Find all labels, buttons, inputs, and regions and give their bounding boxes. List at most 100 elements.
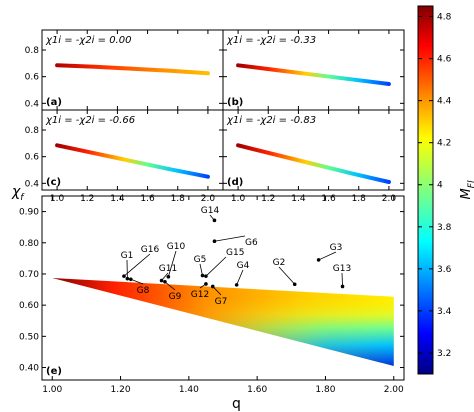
colorbar-tick-label: 3.2 bbox=[437, 349, 451, 359]
point-label: G4 bbox=[237, 261, 250, 271]
leader-line bbox=[212, 286, 222, 296]
point-g10: G10 bbox=[166, 242, 185, 279]
point-g14: G14 bbox=[201, 206, 220, 223]
leader-line bbox=[318, 251, 337, 261]
region-cool-fill bbox=[52, 278, 394, 366]
point-g16: G16 bbox=[122, 245, 159, 278]
panel-title: χ1i = -χ2i = -0.66 bbox=[45, 115, 135, 126]
point-g11: G11 bbox=[159, 264, 177, 283]
x-tick-label: 1.80 bbox=[315, 385, 335, 395]
data-point bbox=[128, 277, 133, 282]
point-label: G7 bbox=[215, 297, 228, 307]
panel-letter: (a) bbox=[46, 97, 62, 108]
colorbar: 3.2 3.4 3.6 3.8 4 4.2 4.4 4.6 4.8 MFl bbox=[417, 5, 474, 375]
x-tick-label: 1.00 bbox=[42, 385, 62, 395]
point-label: G5 bbox=[194, 255, 207, 265]
y-tick-label: 0.80 bbox=[19, 239, 39, 249]
x-tick-label: 1.0 bbox=[50, 194, 65, 204]
data-point bbox=[340, 284, 345, 289]
leader-line bbox=[205, 256, 227, 277]
data-point bbox=[292, 282, 297, 287]
x-tick-label: 1.8 bbox=[352, 194, 367, 204]
point-g7: G7 bbox=[210, 284, 228, 307]
panel-frame bbox=[41, 195, 405, 381]
panel-b: χ1i = -χ2i = -0.33 (b) bbox=[222, 29, 405, 111]
x-tick-label: 1.4 bbox=[110, 194, 125, 204]
y-tick-label: 0.6 bbox=[25, 73, 40, 83]
data-point bbox=[234, 283, 239, 287]
y-axis-title-sub: f bbox=[20, 193, 25, 203]
leader-line bbox=[214, 235, 246, 242]
point-g15: G15 bbox=[204, 248, 244, 278]
series-line bbox=[236, 63, 391, 86]
panel-letter: (b) bbox=[227, 97, 243, 108]
series-line bbox=[55, 63, 210, 76]
leader-line bbox=[130, 278, 144, 285]
data-point bbox=[212, 239, 217, 244]
leader-line bbox=[123, 253, 151, 277]
point-g6: G6 bbox=[212, 235, 258, 248]
panel-letter: (c) bbox=[46, 177, 61, 188]
panel-e: 0.40 0.50 0.60 0.70 0.80 0.90 1.00 1.20 1.40 1.60… bbox=[19, 195, 405, 395]
panel-title: χ1i = -χ2i = 0.00 bbox=[45, 35, 131, 46]
colorbar-tick-label: 3.4 bbox=[437, 307, 452, 317]
panel-d: 1.0 1.2 1.4 1.6 1.8 2.0 χ1i = -χ2i = -0.83 (d) bbox=[222, 109, 405, 204]
point-g12: G12 bbox=[191, 282, 209, 300]
y-tick-label: 0.4 bbox=[25, 99, 40, 109]
y-tick-label: 0.6 bbox=[25, 153, 40, 163]
point-label: G12 bbox=[191, 290, 209, 300]
colorbar-title: MFl bbox=[459, 180, 474, 199]
point-label: G1 bbox=[121, 251, 134, 261]
leader-line bbox=[236, 269, 244, 286]
panel-a: 0.4 0.6 0.8 χ1i = -χ2i = 0.00 (a) bbox=[25, 29, 224, 111]
point-g9: G9 bbox=[163, 279, 182, 302]
panel-frame bbox=[222, 109, 405, 191]
colorbar-title-sub: Fl bbox=[467, 180, 474, 188]
point-label: G13 bbox=[333, 264, 351, 274]
point-g13: G13 bbox=[333, 264, 351, 289]
data-point bbox=[210, 284, 215, 289]
point-g3: G3 bbox=[316, 243, 342, 262]
point-label: G14 bbox=[201, 206, 220, 216]
leader-line bbox=[341, 272, 343, 287]
point-g1: G1 bbox=[121, 251, 134, 281]
colorbar-bar bbox=[417, 5, 434, 375]
x-tick-label: 1.2 bbox=[80, 194, 94, 204]
x-tick-label: 2.0 bbox=[201, 194, 216, 204]
colorbar-tick-label: 4.2 bbox=[437, 139, 451, 149]
leader-line bbox=[164, 281, 176, 291]
data-point bbox=[200, 273, 205, 278]
data-point bbox=[159, 278, 164, 283]
data-point bbox=[122, 274, 126, 278]
x-tick-label: 1.6 bbox=[321, 194, 336, 204]
x-tick-label: 1.60 bbox=[247, 385, 267, 395]
y-tick-label: 0.70 bbox=[19, 270, 39, 280]
point-label: G8 bbox=[137, 286, 150, 296]
colorbar-tick-label: 3.6 bbox=[437, 265, 452, 275]
y-tick-label: 0.60 bbox=[19, 301, 39, 311]
point-g4: G4 bbox=[234, 261, 250, 287]
point-g5: G5 bbox=[194, 255, 207, 278]
colorbar-tick-label: 4.8 bbox=[437, 13, 452, 23]
point-label: G16 bbox=[141, 245, 160, 255]
series-line bbox=[236, 143, 391, 184]
data-point bbox=[125, 276, 130, 281]
data-point bbox=[166, 274, 171, 279]
x-tick-label: 1.40 bbox=[179, 385, 199, 395]
colorbar-title-main: M bbox=[459, 188, 474, 199]
panel-c: 0.4 0.6 0.8 1.0 1.2 1.4 1.6 1.8 2.0 χ1i = -χ2i = … bbox=[25, 109, 224, 204]
colorbar-tick-label: 4.6 bbox=[437, 55, 452, 65]
colorbar-tick-label: 4.4 bbox=[437, 97, 452, 107]
x-tick-label: 1.0 bbox=[231, 194, 246, 204]
y-axis-title: χf bbox=[11, 184, 25, 203]
data-point bbox=[316, 258, 321, 262]
data-point bbox=[163, 279, 167, 284]
y-tick-label: 0.40 bbox=[19, 364, 39, 374]
series-line bbox=[55, 143, 210, 179]
x-tick-label: 1.6 bbox=[140, 194, 155, 204]
point-label: G9 bbox=[169, 292, 182, 302]
leader-line bbox=[167, 250, 177, 277]
region-cool-layer bbox=[52, 278, 394, 366]
x-tick-label: 1.4 bbox=[291, 194, 306, 204]
y-tick-label: 0.8 bbox=[25, 46, 40, 56]
